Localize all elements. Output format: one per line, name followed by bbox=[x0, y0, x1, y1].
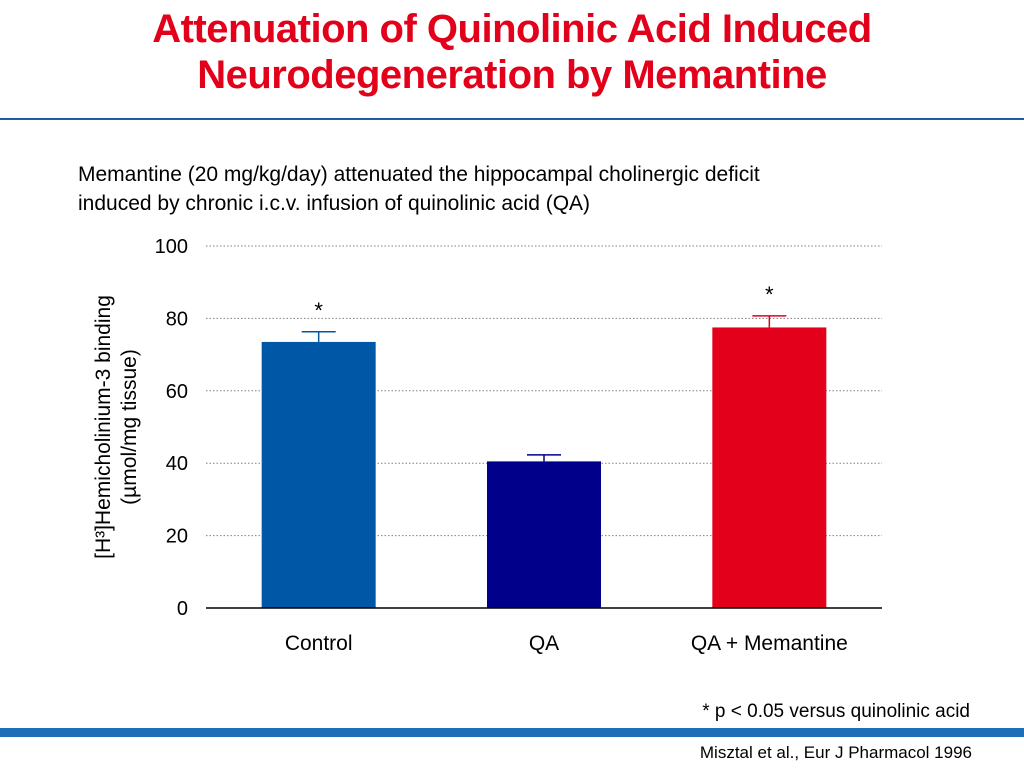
slide-title: Attenuation of Quinolinic Acid Induced N… bbox=[0, 6, 1024, 98]
subtitle-line-2: induced by chronic i.c.v. infusion of qu… bbox=[78, 192, 591, 215]
bar bbox=[261, 341, 376, 608]
significance-marker: * bbox=[314, 298, 323, 323]
y-tick-label: 20 bbox=[166, 526, 188, 548]
y-tick-label: 0 bbox=[177, 598, 188, 620]
title-line-1: Attenuation of Quinolinic Acid Induced bbox=[152, 7, 872, 51]
bar bbox=[712, 327, 827, 608]
x-category-label: QA + Memantine bbox=[691, 632, 848, 655]
bar bbox=[487, 461, 601, 608]
y-tick-label: 100 bbox=[155, 236, 188, 258]
slide-subtitle: Memantine (20 mg/kg/day) attenuated the … bbox=[78, 160, 978, 218]
x-category-label: QA bbox=[529, 632, 559, 655]
significance-footnote: * p < 0.05 versus quinolinic acid bbox=[702, 701, 970, 722]
title-line-2: Neurodegeneration by Memantine bbox=[197, 53, 827, 97]
citation: Misztal et al., Eur J Pharmacol 1996 bbox=[699, 743, 972, 762]
subtitle-line-1: Memantine (20 mg/kg/day) attenuated the … bbox=[78, 163, 760, 186]
y-axis-label-line-2: (µmol/mg tissue) bbox=[118, 349, 141, 505]
title-divider bbox=[0, 118, 1024, 120]
significance-marker: * bbox=[765, 282, 774, 307]
y-tick-label: 80 bbox=[166, 308, 188, 330]
y-axis-label-line-1: [H³]Hemicholinium-3 binding bbox=[92, 295, 115, 559]
bar-chart: 0 20 40 60 80 100 * Control QA * QA + Memantine [H³… bbox=[92, 236, 882, 655]
y-axis-label: [H³]Hemicholinium-3 binding (µmol/mg tiss… bbox=[92, 295, 141, 559]
x-category-label: Control bbox=[285, 632, 353, 655]
y-tick-label: 40 bbox=[166, 453, 188, 475]
y-tick-label: 60 bbox=[166, 381, 188, 403]
footer-band bbox=[0, 728, 1024, 737]
